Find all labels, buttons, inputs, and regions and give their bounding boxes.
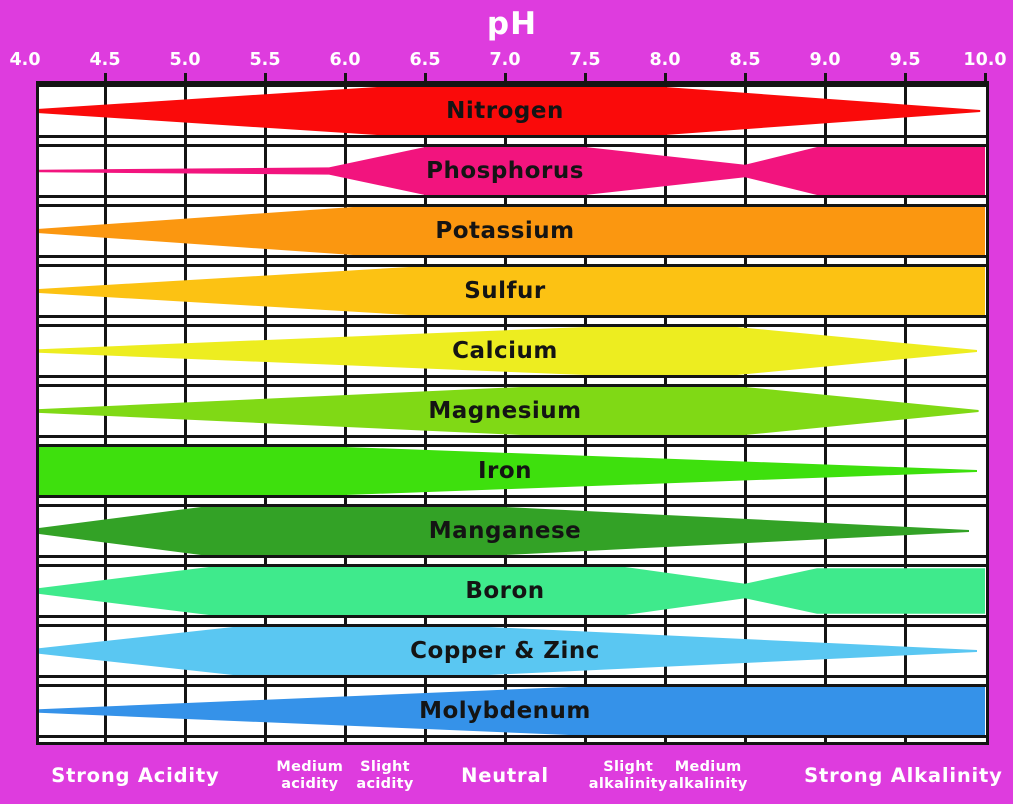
ph-tick-mark — [263, 73, 267, 82]
nutrient-band-row: Potassium — [39, 204, 986, 258]
nutrient-ribbon — [39, 567, 985, 615]
ph-tick-mark — [663, 73, 667, 82]
band-label: Manganese — [428, 518, 582, 544]
nutrient-band-row: Molybdenum — [39, 684, 986, 738]
ph-tick-label: 8.0 — [649, 50, 681, 70]
zone-label: Neutral — [461, 763, 549, 787]
ph-tick-mark — [743, 73, 747, 82]
ph-tick-label: 8.5 — [729, 50, 761, 70]
band-label: Copper & Zinc — [410, 638, 600, 664]
band-label: Potassium — [435, 218, 575, 244]
zone-label: Slight alkalinity — [588, 759, 668, 792]
nutrient-ribbon — [39, 447, 977, 495]
ph-tick-label: 6.5 — [409, 50, 441, 70]
nutrient-ribbon — [39, 327, 977, 375]
band-label: Calcium — [452, 338, 558, 364]
ph-tick-label: 9.0 — [809, 50, 841, 70]
zone-label: Slight acidity — [356, 759, 414, 792]
ph-tick-mark — [503, 73, 507, 82]
band-label: Iron — [477, 458, 533, 484]
ph-tick-mark — [183, 73, 187, 82]
plot-area: Nitrogen Phosphorus Potassium Sulfur Calcium… — [36, 81, 989, 745]
ph-tick-mark — [823, 73, 827, 82]
ph-tick-mark — [423, 73, 427, 82]
ph-tick-mark — [983, 73, 987, 82]
nutrient-ribbon — [39, 627, 977, 675]
chart-title: pH — [486, 6, 538, 42]
nutrient-ribbon — [39, 207, 985, 255]
nutrient-band-row: Phosphorus — [39, 144, 986, 198]
nutrient-band-row: Iron — [39, 444, 986, 498]
ph-tick-label: 4.0 — [9, 50, 41, 70]
ph-tick-mark — [583, 73, 587, 82]
ph-tick-mark — [103, 73, 107, 82]
band-label: Phosphorus — [426, 158, 584, 184]
ph-tick-label: 6.0 — [329, 50, 361, 70]
nutrient-band-row: Calcium — [39, 324, 986, 378]
nutrient-band-row: Sulfur — [39, 264, 986, 318]
nutrient-ribbon — [39, 267, 985, 315]
nutrient-ribbon — [39, 507, 969, 555]
zone-label: Strong Alkalinity — [804, 763, 1003, 787]
ph-tick-mark — [343, 73, 347, 82]
band-label: Molybdenum — [419, 698, 591, 724]
nutrient-ribbon — [39, 87, 981, 135]
nutrient-ribbon — [39, 687, 985, 735]
nutrient-ribbon — [39, 147, 985, 195]
nutrient-band-row: Magnesium — [39, 384, 986, 438]
ph-tick-label: 10.0 — [963, 50, 1007, 70]
zone-label: Strong Acidity — [51, 763, 220, 787]
band-label: Boron — [465, 578, 545, 604]
zone-label: Medium acidity — [276, 759, 344, 792]
ph-tick-label: 4.5 — [89, 50, 121, 70]
ph-tick-mark — [903, 73, 907, 82]
band-label: Magnesium — [428, 398, 582, 424]
zone-label: Medium alkalinity — [668, 759, 748, 792]
ph-tick-label: 7.5 — [569, 50, 601, 70]
ph-tick-label: 7.0 — [489, 50, 521, 70]
ph-tick-label: 5.5 — [249, 50, 281, 70]
nutrient-band-row: Manganese — [39, 504, 986, 558]
band-label: Nitrogen — [446, 98, 564, 124]
nutrient-ribbon — [39, 387, 979, 435]
band-label: Sulfur — [464, 278, 546, 304]
nutrient-band-row: Boron — [39, 564, 986, 618]
plot-grid: Nitrogen Phosphorus Potassium Sulfur Calcium… — [39, 84, 986, 742]
ph-tick-label: 9.5 — [889, 50, 921, 70]
ph-tick-label: 5.0 — [169, 50, 201, 70]
nutrient-band-row: Nitrogen — [39, 84, 986, 138]
nutrient-band-row: Copper & Zinc — [39, 624, 986, 678]
